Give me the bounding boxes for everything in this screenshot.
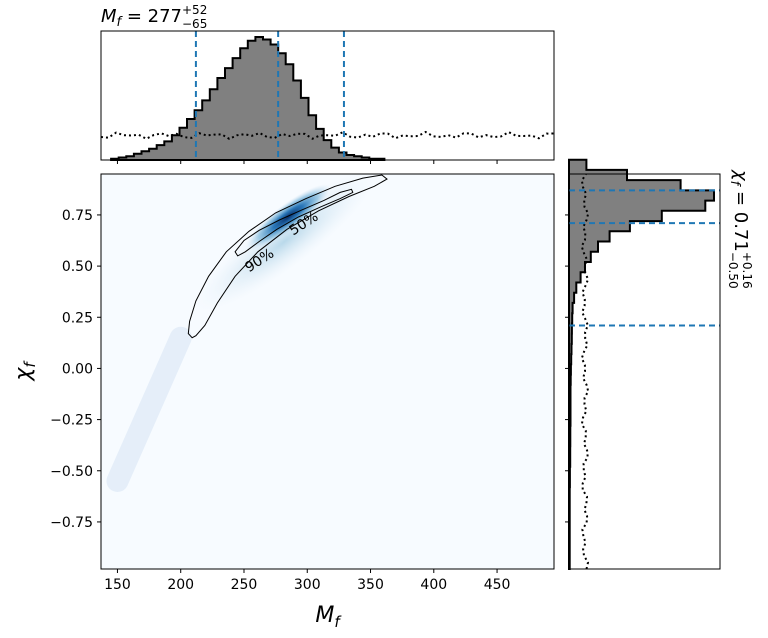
- x-axis-label-sub: f: [334, 613, 342, 631]
- y-marginal-panel: χf = 0.71+0.16−0.50: [565, 158, 754, 570]
- x-title-sup: +52: [182, 3, 207, 17]
- x-marginal-title: Mf = 277+52 −65: [101, 3, 207, 31]
- y-title-subscript: −0.50: [726, 252, 740, 289]
- density-peak: [245, 184, 331, 250]
- y-tick-label: −0.25: [50, 413, 93, 429]
- density-heatmap: [106, 174, 374, 492]
- x-tick-label: 350: [357, 577, 384, 593]
- x-axis-label-var: M: [315, 603, 334, 628]
- x-axis-label: Mf: [315, 603, 342, 631]
- y-marginal-prior: [580, 173, 590, 570]
- x-marginal-frame: [100, 30, 555, 161]
- x-tick-label: 150: [104, 577, 131, 593]
- x-marginal-panel: Mf = 277+52 −65: [100, 3, 555, 164]
- contour-line-90pct: [187, 174, 388, 339]
- density-tail: [106, 326, 192, 492]
- y-title-sup: +0.16: [740, 252, 754, 289]
- y-axis-label: χf: [11, 360, 39, 382]
- x-title-subscript: −65: [182, 17, 207, 31]
- x-marginal-prior: [100, 130, 555, 141]
- joint-panel: 90%50%150 200 250 300 350 400 450−0.75−0.50−0.…: [11, 173, 555, 631]
- y-title-sub: f: [727, 181, 742, 188]
- x-tick-label: 400: [420, 577, 447, 593]
- x-tick-label: 450: [484, 577, 511, 593]
- x-tick-label: 250: [231, 577, 258, 593]
- y-marginal-title: χf = 0.71+0.16−0.50: [726, 169, 754, 289]
- y-marginal-frame: [568, 173, 721, 570]
- y-title-value: = 0.71: [730, 185, 751, 252]
- y-tick-label: 0.25: [62, 310, 93, 326]
- y-marginal-histogram: [568, 158, 715, 570]
- y-tick-label: 0.75: [62, 208, 93, 224]
- x-title-sub: f: [117, 15, 124, 30]
- x-marginal-histogram: [110, 36, 386, 161]
- x-title-value: = 277: [121, 6, 182, 27]
- y-axis-label-var: χ: [11, 367, 36, 382]
- x-title-var: M: [101, 6, 117, 27]
- y-tick-label: −0.50: [50, 464, 93, 480]
- x-tick-label: 300: [294, 577, 321, 593]
- contour-line-50pct: [234, 188, 354, 257]
- y-tick-label: 0.00: [62, 361, 93, 377]
- y-title-var: χ: [730, 169, 751, 182]
- y-tick-label: 0.50: [62, 259, 93, 275]
- joint-frame: [100, 173, 555, 570]
- x-tick-label: 200: [167, 577, 194, 593]
- y-axis-label-sub: f: [21, 360, 39, 368]
- density-halo: [195, 174, 374, 311]
- y-tick-label: −0.75: [50, 515, 93, 531]
